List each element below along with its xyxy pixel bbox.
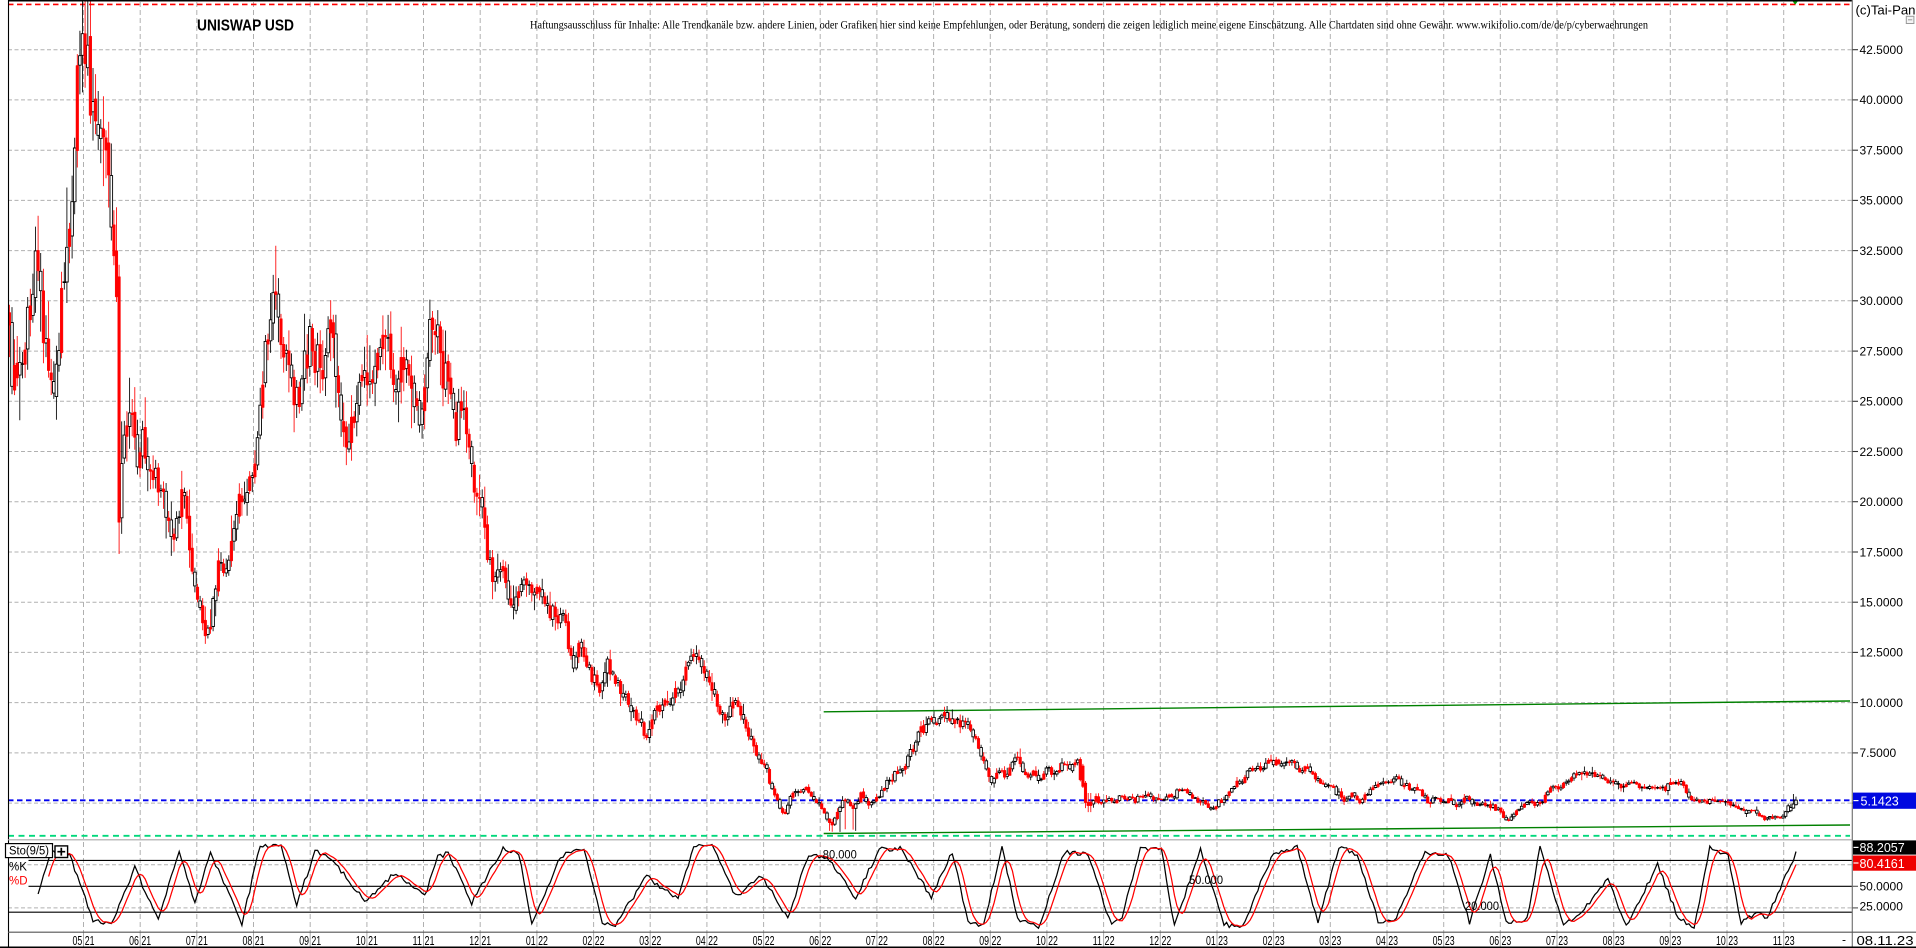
svg-text:12 22: 12 22 (1149, 933, 1171, 948)
svg-text:03 23: 03 23 (1319, 933, 1341, 948)
svg-text:(c)Tai-Pan: (c)Tai-Pan (1856, 4, 1916, 18)
svg-text:22.5000: 22.5000 (1860, 445, 1904, 459)
svg-text:Haftungsausschluss für Inhalte: Haftungsausschluss für Inhalte: Alle Tre… (530, 18, 1648, 32)
svg-text:06 23: 06 23 (1489, 933, 1511, 948)
svg-text:25.0000: 25.0000 (1860, 395, 1904, 409)
svg-text:07 21: 07 21 (186, 933, 208, 948)
svg-text:04 23: 04 23 (1376, 933, 1398, 948)
svg-text:80.000: 80.000 (823, 847, 857, 861)
svg-text:08 22: 08 22 (923, 933, 945, 948)
svg-text:50.0000: 50.0000 (1860, 880, 1904, 894)
svg-text:08 21: 08 21 (243, 933, 265, 948)
svg-text:10 23: 10 23 (1716, 933, 1738, 948)
svg-text:06 21: 06 21 (129, 933, 151, 948)
svg-text:15.0000: 15.0000 (1860, 595, 1904, 609)
svg-text:5.1423: 5.1423 (1861, 794, 1899, 808)
svg-text:32.5000: 32.5000 (1860, 244, 1904, 258)
svg-text:80.4161: 80.4161 (1860, 857, 1905, 871)
svg-text:%K: %K (9, 862, 27, 874)
svg-text:10.0000: 10.0000 (1860, 696, 1904, 710)
svg-text:%D: %D (9, 876, 28, 888)
svg-text:20.0000: 20.0000 (1860, 495, 1904, 509)
svg-text:05 21: 05 21 (73, 933, 95, 948)
svg-text:11 22: 11 22 (1093, 933, 1115, 948)
svg-text:09 23: 09 23 (1659, 933, 1681, 948)
svg-text:20.000: 20.000 (1465, 899, 1499, 913)
svg-text:-: - (1842, 933, 1846, 947)
svg-text:01 23: 01 23 (1206, 933, 1228, 948)
svg-text:7.5000: 7.5000 (1860, 746, 1897, 760)
svg-text:07 23: 07 23 (1546, 933, 1568, 948)
svg-text:01 22: 01 22 (526, 933, 548, 948)
svg-text:05 22: 05 22 (753, 933, 775, 948)
svg-text:Sto(9/5): Sto(9/5) (9, 846, 49, 858)
svg-text:40.0000: 40.0000 (1860, 93, 1904, 107)
svg-text:08.11.23: 08.11.23 (1857, 934, 1914, 948)
svg-text:09 21: 09 21 (299, 933, 321, 948)
svg-text:10 22: 10 22 (1036, 933, 1058, 948)
svg-text:30.0000: 30.0000 (1860, 294, 1904, 308)
svg-text:37.5000: 37.5000 (1860, 143, 1904, 157)
svg-text:08 23: 08 23 (1603, 933, 1625, 948)
svg-text:11 21: 11 21 (413, 933, 435, 948)
svg-text:42.5000: 42.5000 (1860, 43, 1904, 57)
svg-text:88.2057: 88.2057 (1860, 841, 1905, 855)
svg-text:UNISWAP USD: UNISWAP USD (197, 18, 294, 35)
svg-text:02 22: 02 22 (583, 933, 605, 948)
svg-text:25.0000: 25.0000 (1860, 900, 1904, 914)
svg-text:50.000: 50.000 (1189, 873, 1223, 887)
svg-text:10 21: 10 21 (356, 933, 378, 948)
svg-text:35.0000: 35.0000 (1860, 194, 1904, 208)
svg-text:05 23: 05 23 (1433, 933, 1455, 948)
svg-text:04 22: 04 22 (696, 933, 718, 948)
svg-text:09 22: 09 22 (979, 933, 1001, 948)
svg-text:12.5000: 12.5000 (1860, 646, 1904, 660)
svg-text:11 23: 11 23 (1773, 933, 1795, 948)
svg-text:17.5000: 17.5000 (1860, 545, 1904, 559)
svg-text:03 22: 03 22 (639, 933, 661, 948)
svg-text:27.5000: 27.5000 (1860, 344, 1904, 358)
svg-text:07 22: 07 22 (866, 933, 888, 948)
svg-text:12 21: 12 21 (469, 933, 491, 948)
svg-text:02 23: 02 23 (1263, 933, 1285, 948)
svg-text:06 22: 06 22 (809, 933, 831, 948)
